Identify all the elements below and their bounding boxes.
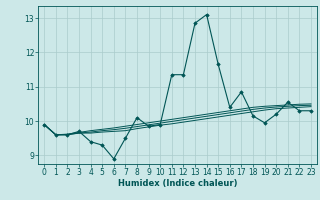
X-axis label: Humidex (Indice chaleur): Humidex (Indice chaleur): [118, 179, 237, 188]
